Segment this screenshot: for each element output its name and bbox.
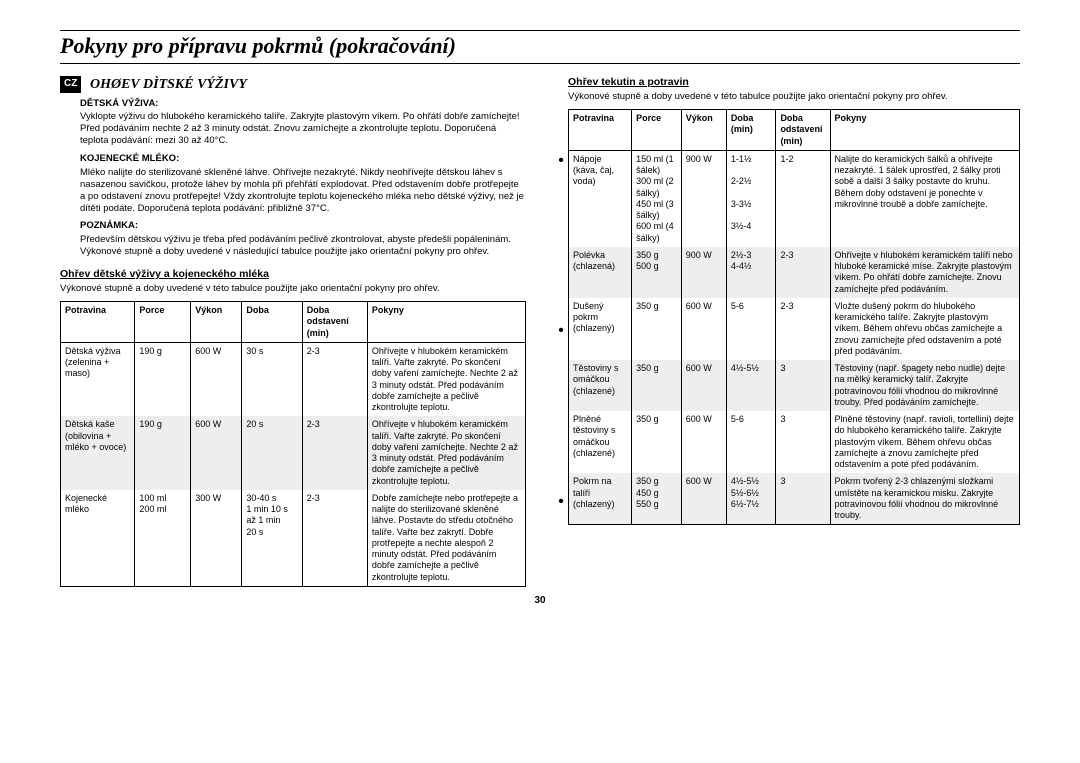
table-cell: 2-3 (776, 247, 830, 298)
table-cell: Nápoje (káva, čaj, voda) (569, 150, 632, 247)
table-cell: 600 W (191, 416, 242, 490)
table-cell: 190 g (135, 342, 191, 416)
table-cell: 150 ml (1 šálek) 300 ml (2 šálky) 450 ml… (632, 150, 682, 247)
sub-heading: KOJENECKÉ MLÉKO: (80, 153, 526, 165)
table-cell: 4½-5½ 5½-6½ 6½-7½ (726, 473, 776, 525)
page-title: Pokyny pro přípravu pokrmů (pokračování) (60, 33, 1020, 64)
left-column: CZ OHØEV DÌTSKÉ VÝŽIVY DĚTSKÁ VÝŽIVA: Vy… (60, 76, 526, 587)
table-cell: 600 W (681, 411, 726, 473)
paragraph: Především dětskou výživu je třeba před p… (80, 234, 526, 258)
table-cell: Ohřívejte v hlubokém keramickém talíři n… (830, 247, 1019, 298)
table-cell: Nalijte do keramických šálků a ohřívejte… (830, 150, 1019, 247)
table-caption: Výkonové stupně a doby uvedené v této ta… (60, 283, 526, 295)
table-caption: Výkonové stupně a doby uvedené v této ta… (568, 91, 1020, 103)
table-cell: Ohřívejte v hlubokém keramickém talíři. … (367, 342, 525, 416)
table-cell: 350 g (632, 360, 682, 411)
table-cell: 3 (776, 411, 830, 473)
sub-heading: DĚTSKÁ VÝŽIVA: (80, 98, 526, 110)
table-header: Výkon (681, 110, 726, 151)
table-cell: 3 (776, 360, 830, 411)
table-header: Pokyny (830, 110, 1019, 151)
table-cell: Dětská kaše (obilovina + mléko + ovoce) (61, 416, 135, 490)
table-cell: Těstoviny s omáčkou (chlazené) (569, 360, 632, 411)
table-cell: 3 (776, 473, 830, 525)
table-row: Dětská kaše (obilovina + mléko + ovoce)1… (61, 416, 526, 490)
table-header: Výkon (191, 302, 242, 343)
table-cell: 2-3 (302, 342, 367, 416)
table-title: Ohřev tekutin a potravin (568, 76, 1020, 89)
table-row: Pokrm na talíři (chlazený)350 g 450 g 55… (569, 473, 1020, 525)
table-cell: 2-3 (302, 416, 367, 490)
table-cell: 300 W (191, 490, 242, 587)
table-cell: 900 W (681, 150, 726, 247)
table-cell: 100 ml 200 ml (135, 490, 191, 587)
table-row: Dětská výživa (zelenina + maso)190 g600 … (61, 342, 526, 416)
right-table: PotravinaPorceVýkonDoba (min)Doba odstav… (568, 109, 1020, 525)
table-cell: 350 g 500 g (632, 247, 682, 298)
table-cell: 5-6 (726, 411, 776, 473)
table-cell: 900 W (681, 247, 726, 298)
table-row: Těstoviny s omáčkou (chlazené)350 g600 W… (569, 360, 1020, 411)
table-row: Plněné těstoviny s omáčkou (chlazené)350… (569, 411, 1020, 473)
table-cell: Kojenecké mléko (61, 490, 135, 587)
table-cell: 600 W (681, 298, 726, 360)
table-cell: 600 W (191, 342, 242, 416)
table-cell: Vložte dušený pokrm do hlubokého keramic… (830, 298, 1019, 360)
table-cell: 2½-3 4-4½ (726, 247, 776, 298)
bullet-column: ••• (554, 76, 568, 587)
table-cell: 30 s (242, 342, 302, 416)
table-cell: 190 g (135, 416, 191, 490)
table-cell: 30-40 s 1 min 10 s až 1 min 20 s (242, 490, 302, 587)
table-cell: Plněné těstoviny s omáčkou (chlazené) (569, 411, 632, 473)
table-cell: 2-3 (776, 298, 830, 360)
table-header: Doba (242, 302, 302, 343)
lang-badge: CZ (60, 76, 81, 93)
table-cell: 20 s (242, 416, 302, 490)
sub-heading: POZNÁMKA: (80, 220, 526, 232)
table-header: Pokyny (367, 302, 525, 343)
table-header: Porce (135, 302, 191, 343)
table-row: Polévka (chlazená)350 g 500 g900 W2½-3 4… (569, 247, 1020, 298)
table-cell: 4½-5½ (726, 360, 776, 411)
table-row: Kojenecké mléko100 ml 200 ml300 W30-40 s… (61, 490, 526, 587)
table-cell: 350 g (632, 411, 682, 473)
section-heading: OHØEV DÌTSKÉ VÝŽIVY (90, 77, 247, 92)
left-table: PotravinaPorceVýkonDobaDoba odstavení (m… (60, 301, 526, 587)
right-column: ••• Ohřev tekutin a potravin Výkonové st… (554, 76, 1020, 587)
table-cell: Ohřívejte v hlubokém keramickém talíři. … (367, 416, 525, 490)
table-cell: 2-3 (302, 490, 367, 587)
table-cell: 350 g 450 g 550 g (632, 473, 682, 525)
table-header: Porce (632, 110, 682, 151)
table-cell: Pokrm tvořený 2-3 chlazenými složkami um… (830, 473, 1019, 525)
table-header: Doba odstavení (min) (776, 110, 830, 151)
table-cell: Těstoviny (např. špagety nebo nudle) dej… (830, 360, 1019, 411)
table-header: Potravina (569, 110, 632, 151)
table-row: Dušený pokrm (chlazený)350 g600 W5-62-3V… (569, 298, 1020, 360)
table-cell: Dušený pokrm (chlazený) (569, 298, 632, 360)
table-cell: Plněné těstoviny (např. ravioli, tortell… (830, 411, 1019, 473)
table-row: Nápoje (káva, čaj, voda)150 ml (1 šálek)… (569, 150, 1020, 247)
table-cell: 1-2 (776, 150, 830, 247)
table-cell: Dobře zamíchejte nebo protřepejte a nali… (367, 490, 525, 587)
page-number: 30 (60, 595, 1020, 606)
table-cell: 600 W (681, 360, 726, 411)
table-cell: 5-6 (726, 298, 776, 360)
table-cell: 350 g (632, 298, 682, 360)
table-cell: 600 W (681, 473, 726, 525)
paragraph: Vyklopte výživu do hlubokého keramického… (80, 111, 526, 147)
paragraph: Mléko nalijte do sterilizované skleněné … (80, 167, 526, 215)
table-cell: Dětská výživa (zelenina + maso) (61, 342, 135, 416)
table-cell: Pokrm na talíři (chlazený) (569, 473, 632, 525)
table-cell: Polévka (chlazená) (569, 247, 632, 298)
table-header: Doba (min) (726, 110, 776, 151)
table-cell: 1-1½ 2-2½ 3-3½ 3½-4 (726, 150, 776, 247)
table-header: Doba odstavení (min) (302, 302, 367, 343)
table-title: Ohřev dětské výživy a kojeneckého mléka (60, 268, 526, 281)
table-header: Potravina (61, 302, 135, 343)
